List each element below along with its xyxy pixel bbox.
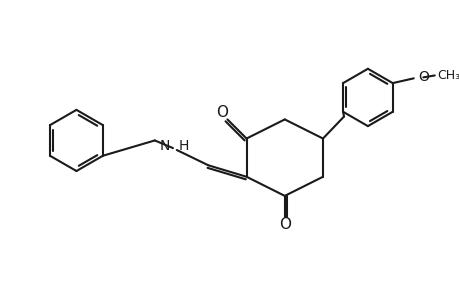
Text: O: O xyxy=(215,105,227,120)
Text: O: O xyxy=(418,70,429,84)
Text: CH₃: CH₃ xyxy=(437,69,459,82)
Text: N: N xyxy=(159,139,170,153)
Text: H: H xyxy=(178,139,189,153)
Text: O: O xyxy=(278,217,290,232)
